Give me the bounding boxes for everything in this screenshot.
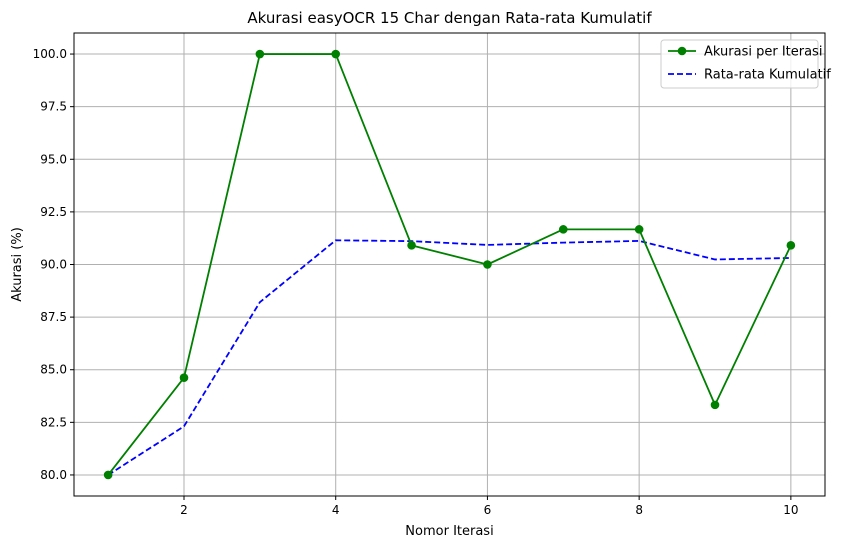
data-point-accuracy: [786, 241, 796, 250]
data-point-accuracy: [634, 225, 644, 234]
legend-label-accuracy: Akurasi per Iterasi: [704, 45, 822, 60]
y-tick-label: 80.0: [40, 468, 67, 482]
series-layer: [103, 49, 796, 480]
data-point-accuracy: [103, 470, 113, 480]
x-axis-ticks: 2 4 6 8 10: [180, 496, 799, 517]
legend-box: [660, 39, 819, 89]
y-tick-label: 92.5: [40, 205, 67, 219]
y-tick-label: 85.0: [40, 363, 67, 377]
series-line-cumulative: [107, 239, 791, 476]
y-tick-label: 100.0: [33, 47, 67, 61]
y-tick-label: 90.0: [40, 258, 67, 272]
data-point-accuracy: [407, 241, 416, 250]
y-tick-label: 82.5: [40, 415, 67, 429]
chart-title: Akurasi easyOCR 15 Char dengan Rata-rata…: [247, 9, 652, 27]
grid: [74, 33, 825, 496]
y-tick-label: 95.0: [40, 152, 67, 166]
y-tick-label: 97.5: [40, 100, 67, 114]
x-tick-label: 2: [180, 503, 188, 517]
data-point-accuracy: [179, 373, 189, 383]
plot-frame: [73, 32, 826, 497]
legend: Akurasi per Iterasi Rata-rata Kumulatif: [660, 39, 831, 89]
x-tick-label: 8: [635, 503, 643, 517]
legend-label-cumulative: Rata-rata Kumulatif: [704, 68, 831, 83]
data-point-accuracy: [710, 400, 720, 410]
series-line-accuracy: [107, 53, 792, 476]
y-axis-ticks: 80.0 82.5 85.0 87.5 90.0 92.5 95.0 97.5 100.0: [33, 47, 74, 482]
data-point-accuracy: [255, 49, 265, 59]
x-tick-label: 4: [332, 503, 340, 517]
x-tick-label: 10: [783, 503, 798, 517]
y-axis-label: Akurasi (%): [10, 227, 25, 302]
data-point-accuracy: [331, 49, 341, 59]
x-axis-label: Nomor Iterasi: [405, 524, 493, 539]
data-point-accuracy: [558, 225, 568, 234]
data-point-accuracy: [483, 260, 492, 269]
legend-marker-accuracy: [677, 46, 687, 56]
x-tick-label: 6: [484, 503, 492, 517]
y-tick-label: 87.5: [40, 310, 67, 324]
